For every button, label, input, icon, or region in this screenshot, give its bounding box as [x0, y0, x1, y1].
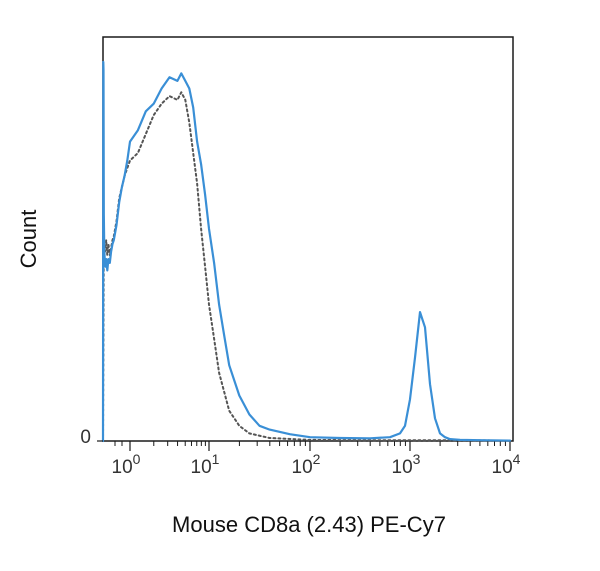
x-axis-title: Mouse CD8a (2.43) PE-Cy7 [172, 512, 446, 537]
x-tick-base: 10 [191, 457, 212, 478]
x-tick-base: 10 [492, 457, 513, 478]
x-tick-exponent: 3 [413, 451, 421, 467]
x-axis-ticks [114, 441, 511, 451]
x-tick-exponent: 0 [133, 451, 141, 467]
x-tick-exponent: 2 [313, 451, 321, 467]
series-lines [101, 60, 512, 443]
y-tick-label: 0 [80, 427, 91, 448]
series-line-stained [101, 60, 512, 443]
x-tick-label: 101 [191, 451, 220, 478]
series-line-isotype-control [102, 91, 511, 442]
x-tick-base: 10 [112, 457, 133, 478]
x-tick-base: 10 [392, 457, 413, 478]
x-tick-label: 104 [492, 451, 521, 478]
plot-frame [102, 36, 514, 442]
y-axis-title: Count [16, 210, 41, 269]
x-tick-label: 102 [292, 451, 321, 478]
x-tick-base: 10 [292, 457, 313, 478]
x-tick-exponent: 1 [212, 451, 220, 467]
x-tick-label: 100 [112, 451, 141, 478]
x-tick-label: 103 [392, 451, 421, 478]
x-tick-exponent: 4 [513, 451, 521, 467]
